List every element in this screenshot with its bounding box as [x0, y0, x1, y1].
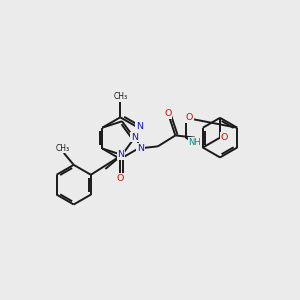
- Text: CH₃: CH₃: [56, 143, 70, 152]
- Text: NH: NH: [189, 138, 201, 147]
- Text: O: O: [117, 174, 124, 183]
- Text: CH₃: CH₃: [113, 92, 127, 101]
- Text: O: O: [220, 133, 228, 142]
- Text: O: O: [164, 109, 172, 118]
- Text: N: N: [118, 150, 124, 159]
- Text: N: N: [136, 122, 143, 131]
- Text: O: O: [186, 113, 194, 122]
- Text: N: N: [131, 133, 138, 142]
- Text: N: N: [137, 144, 144, 153]
